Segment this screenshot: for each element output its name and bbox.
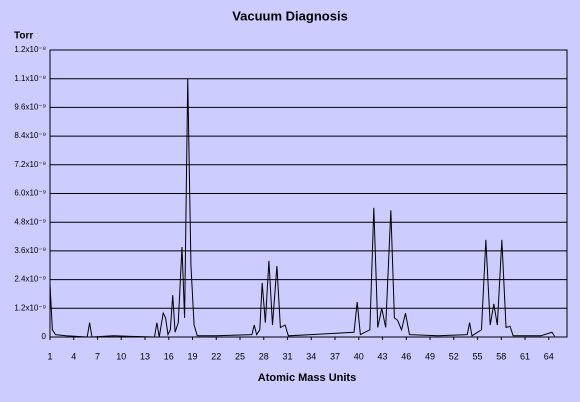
y-tick-label: 6.0x10⁻⁹ — [14, 189, 46, 198]
x-tick-label: 52 — [449, 351, 459, 361]
x-tick-label: 46 — [401, 351, 411, 361]
x-tick-label: 31 — [283, 351, 293, 361]
chart-title: Vacuum Diagnosis — [232, 8, 348, 23]
y-tick-label: 3.6x10⁻⁹ — [14, 246, 46, 255]
x-tick-label: 25 — [235, 351, 245, 361]
x-tick-label: 64 — [544, 351, 554, 361]
x-tick-label: 40 — [354, 351, 364, 361]
y-tick-label: 9.6x10⁻⁹ — [14, 103, 46, 112]
x-tick-label: 10 — [116, 351, 126, 361]
y-tick-label: 8.4x10⁻⁹ — [14, 131, 46, 140]
y-axis-label: Torr — [14, 31, 33, 42]
x-tick-label: 28 — [259, 351, 269, 361]
y-tick-label: 0 — [42, 332, 47, 341]
x-tick-label: 61 — [520, 351, 530, 361]
x-tick-label: 37 — [330, 351, 340, 361]
x-tick-label: 58 — [496, 351, 506, 361]
y-tick-label: 2.4x10⁻⁹ — [14, 275, 46, 284]
data-line — [49, 78, 556, 338]
x-tick-label: 43 — [378, 351, 388, 361]
x-tick-label: 49 — [425, 351, 435, 361]
x-tick-label: 16 — [164, 351, 174, 361]
x-tick-label: 19 — [188, 351, 198, 361]
y-tick-label: 1.2x10⁻⁹ — [14, 303, 46, 312]
y-tick-label: 7.2x10⁻⁹ — [14, 160, 46, 169]
x-axis-label: Atomic Mass Units — [258, 372, 356, 384]
x-tick-label: 7 — [95, 351, 100, 361]
x-tick-label: 34 — [306, 351, 316, 361]
x-tick-label: 4 — [71, 351, 76, 361]
y-tick-label: 1.2x10⁻⁸ — [14, 45, 46, 54]
x-tick-label: 1 — [47, 351, 52, 361]
x-tick-label: 55 — [473, 351, 483, 361]
y-tick-label: 4.8x10⁻⁹ — [14, 217, 46, 226]
y-tick-label: 1.1x10⁻⁸ — [14, 74, 46, 83]
x-tick-label: 13 — [140, 351, 150, 361]
x-tick-label: 22 — [211, 351, 221, 361]
